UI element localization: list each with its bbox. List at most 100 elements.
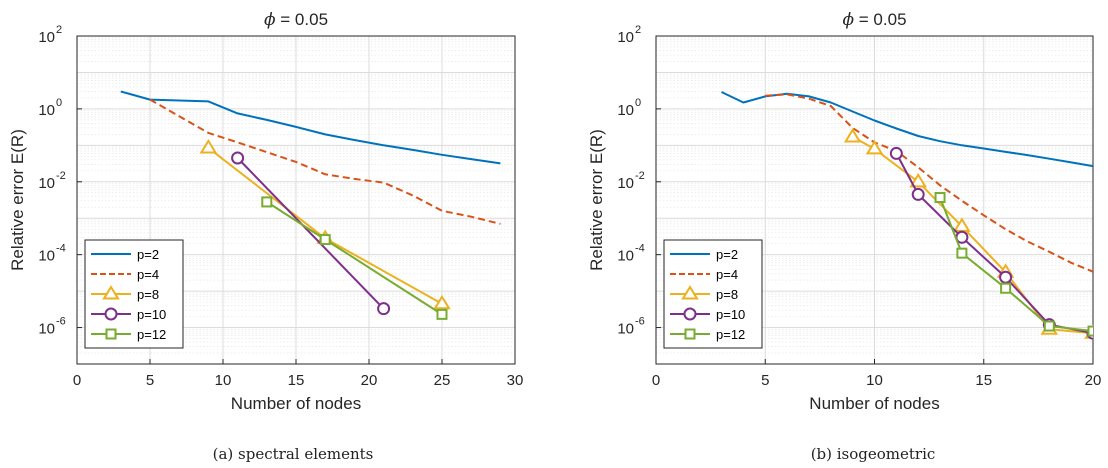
legend-label: p=8 <box>716 287 738 302</box>
series-line <box>765 93 1093 273</box>
data-point <box>1000 282 1012 294</box>
legend-item: p=2 <box>670 247 738 262</box>
series-line <box>149 98 501 225</box>
x-tick-label: 20 <box>1085 372 1102 389</box>
legend-marker <box>681 285 699 300</box>
legend-marker <box>683 307 697 321</box>
grid <box>655 35 1094 365</box>
data-point <box>909 172 927 188</box>
y-tick-exponent: -4 <box>635 243 645 255</box>
legend-label: p=4 <box>716 267 738 282</box>
x-tick-label: 10 <box>866 372 883 389</box>
x-axis-label: Number of nodes <box>231 394 361 413</box>
legend-marker <box>105 328 117 340</box>
x-tick-label: 5 <box>761 372 769 389</box>
data-point <box>261 196 273 208</box>
chart-title: ϕ = 0.05 <box>264 10 328 30</box>
y-axis-label: Relative error E(R) <box>8 129 27 271</box>
legend-label: p=12 <box>716 327 745 342</box>
data-point <box>436 308 448 320</box>
legend-label: p=10 <box>716 307 745 322</box>
series-p4 <box>765 93 1093 273</box>
legend-item: p=8 <box>670 285 738 302</box>
series-p12 <box>261 196 448 320</box>
x-tick-label: 0 <box>73 372 81 389</box>
data-point <box>889 146 903 160</box>
data-point <box>911 187 925 201</box>
data-point <box>934 192 946 204</box>
y-tick-exponent: -6 <box>635 316 645 328</box>
legend-marker <box>684 328 696 340</box>
legend-marker <box>102 285 120 300</box>
y-tick-exponent: -4 <box>56 243 66 255</box>
chart-title: ϕ = 0.05 <box>842 10 906 30</box>
legend-item: p=2 <box>91 247 159 262</box>
data-point <box>956 247 968 259</box>
x-tick-label: 10 <box>215 372 232 389</box>
y-tick-label: 10 <box>617 321 634 338</box>
y-tick-label: 10 <box>38 175 55 192</box>
legend-item: p=4 <box>91 267 159 282</box>
series-line <box>236 157 385 310</box>
y-tick-exponent: 2 <box>635 24 641 36</box>
data-point <box>843 128 862 143</box>
y-tick-label: 10 <box>617 102 634 119</box>
legend-label: p=2 <box>137 247 159 262</box>
legend: p=2 p=4 p=8 p=10 p=12 <box>663 239 763 349</box>
x-tick-label: 15 <box>288 372 305 389</box>
y-tick-label: 10 <box>617 29 634 46</box>
y-tick-label: 10 <box>38 248 55 265</box>
x-tick-label: 30 <box>507 372 524 389</box>
legend-item: p=12 <box>670 327 745 342</box>
caption-a: (a) spectral elements <box>213 445 374 463</box>
legend-label: p=2 <box>716 247 738 262</box>
x-tick-label: 15 <box>975 372 992 389</box>
series-p2 <box>721 91 1093 168</box>
data-point <box>433 294 451 310</box>
y-tick-exponent: -2 <box>635 170 645 182</box>
series-p4 <box>149 98 501 225</box>
series-p10 <box>231 151 391 316</box>
x-tick-label: 20 <box>361 372 378 389</box>
data-point <box>999 270 1013 284</box>
series-line <box>721 91 1093 168</box>
legend-item: p=4 <box>670 267 738 282</box>
data-point <box>377 302 391 316</box>
data-point <box>865 139 884 155</box>
legend: p=2 p=4 p=8 p=10 p=12 <box>84 239 184 349</box>
legend-item: p=12 <box>91 327 166 342</box>
legend-label: p=4 <box>137 267 159 282</box>
data-point <box>319 234 331 246</box>
legend-label: p=10 <box>137 307 166 322</box>
legend-label: p=12 <box>137 327 166 342</box>
legend-item: p=10 <box>91 307 166 322</box>
caption-b: (b) isogeometric <box>811 445 936 463</box>
data-point <box>1087 325 1093 337</box>
x-axis-label: Number of nodes <box>809 394 939 413</box>
y-tick-label: 10 <box>38 321 55 338</box>
legend-marker <box>104 307 118 321</box>
data-point <box>1043 320 1055 332</box>
y-tick-label: 10 <box>38 29 55 46</box>
series-p12 <box>934 192 1093 337</box>
y-axis-label: Relative error E(R) <box>587 129 606 271</box>
legend-item: p=8 <box>91 285 159 302</box>
data-point <box>199 138 218 154</box>
legend-label: p=8 <box>137 287 159 302</box>
y-tick-label: 10 <box>38 102 55 119</box>
x-tick-label: 0 <box>652 372 660 389</box>
y-tick-exponent: 2 <box>56 24 62 36</box>
y-tick-exponent: 0 <box>56 97 62 109</box>
series-line <box>120 90 501 165</box>
data-point <box>231 151 245 165</box>
y-tick-exponent: -2 <box>56 170 66 182</box>
x-tick-label: 25 <box>434 372 451 389</box>
series-p2 <box>120 90 501 165</box>
y-tick-label: 10 <box>617 248 634 265</box>
y-tick-label: 10 <box>617 175 634 192</box>
y-tick-exponent: 0 <box>635 97 641 109</box>
x-tick-label: 5 <box>146 372 154 389</box>
